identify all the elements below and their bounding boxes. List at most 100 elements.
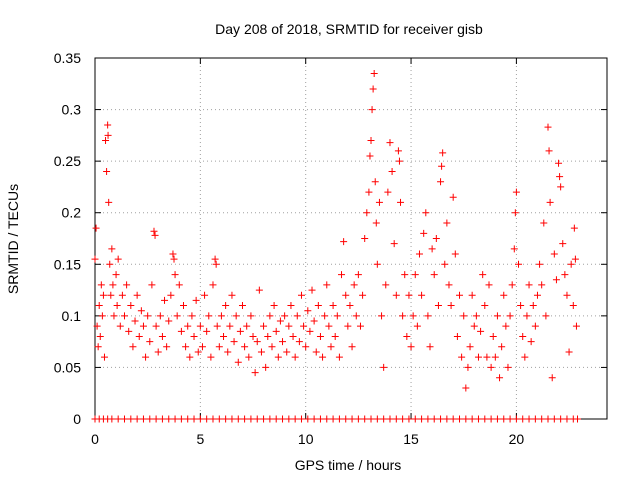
data-point — [531, 415, 539, 423]
data-point — [361, 235, 369, 242]
data-point — [319, 353, 327, 361]
data-point — [538, 415, 546, 423]
data-point — [329, 302, 337, 310]
data-point — [422, 209, 430, 217]
data-point — [105, 198, 113, 206]
data-point — [327, 343, 335, 351]
data-point — [451, 250, 459, 258]
data-point — [372, 219, 380, 227]
data-point — [346, 302, 354, 310]
data-point — [428, 245, 436, 253]
data-point — [152, 415, 160, 423]
data-point — [253, 338, 261, 346]
data-point — [209, 415, 217, 423]
data-point — [120, 312, 128, 320]
data-point — [158, 332, 166, 340]
data-point — [506, 415, 514, 423]
data-point — [399, 312, 407, 320]
data-point — [474, 415, 482, 423]
data-point — [150, 227, 158, 235]
data-point — [230, 338, 238, 346]
x-tick-label: 0 — [91, 431, 99, 447]
data-point — [215, 343, 223, 351]
data-point — [466, 343, 474, 351]
data-point — [99, 291, 107, 299]
data-point — [380, 415, 388, 423]
data-point — [405, 415, 413, 423]
data-point — [245, 353, 253, 361]
data-point — [519, 415, 527, 423]
data-point — [106, 260, 114, 268]
data-point — [363, 209, 371, 217]
data-point — [241, 343, 249, 351]
data-point — [205, 312, 213, 320]
data-point — [171, 271, 179, 279]
data-point — [144, 312, 152, 320]
data-point — [348, 415, 356, 423]
data-point — [165, 415, 173, 423]
data-point — [272, 327, 280, 335]
data-point — [515, 260, 523, 268]
data-point — [574, 415, 582, 423]
data-point — [399, 415, 407, 423]
data-point — [196, 415, 204, 423]
data-point — [308, 286, 316, 294]
data-point — [169, 250, 177, 258]
data-point — [226, 322, 234, 330]
data-point — [348, 343, 356, 351]
data-point — [131, 317, 139, 325]
data-point — [156, 312, 164, 320]
data-point — [418, 415, 426, 423]
data-point — [203, 327, 211, 335]
chart-title: Day 208 of 2018, SRMTID for receiver gis… — [215, 21, 483, 37]
data-point — [184, 415, 192, 423]
y-tick-label: 0 — [73, 411, 81, 427]
data-point — [548, 374, 556, 382]
data-point — [257, 348, 265, 356]
data-point — [110, 312, 118, 320]
data-point — [359, 291, 367, 299]
data-point — [224, 348, 232, 356]
data-point — [207, 353, 215, 361]
data-point — [415, 250, 423, 258]
data-point — [340, 238, 348, 246]
data-point — [323, 281, 331, 289]
data-point — [367, 415, 375, 423]
data-point — [386, 139, 394, 147]
data-point — [409, 312, 417, 320]
x-tick-label: 5 — [196, 431, 204, 447]
y-tick-label: 0.35 — [54, 50, 81, 66]
data-point — [302, 343, 310, 351]
data-point — [356, 322, 364, 330]
y-tick-label: 0.1 — [62, 308, 82, 324]
data-point — [137, 307, 145, 315]
data-point — [545, 147, 553, 155]
grid — [95, 57, 607, 419]
data-point — [253, 415, 261, 423]
data-point — [470, 322, 478, 330]
data-point — [489, 332, 497, 340]
data-point — [536, 260, 544, 268]
data-point — [432, 235, 440, 242]
data-point — [525, 415, 533, 423]
data-point — [217, 312, 225, 320]
data-point — [438, 162, 446, 170]
data-point — [213, 322, 221, 330]
data-point — [447, 302, 455, 310]
data-point — [354, 415, 362, 423]
data-point — [175, 281, 183, 289]
data-point — [266, 415, 274, 423]
data-point — [139, 415, 147, 423]
data-point — [329, 415, 337, 423]
data-point — [306, 327, 314, 335]
data-point — [232, 312, 240, 320]
data-point — [304, 307, 312, 315]
data-point — [430, 415, 438, 423]
data-point — [125, 327, 133, 335]
data-point — [287, 302, 295, 310]
data-point — [108, 415, 116, 423]
data-point — [540, 219, 548, 227]
data-point — [386, 415, 394, 423]
data-point — [378, 312, 386, 320]
data-point — [546, 198, 554, 206]
